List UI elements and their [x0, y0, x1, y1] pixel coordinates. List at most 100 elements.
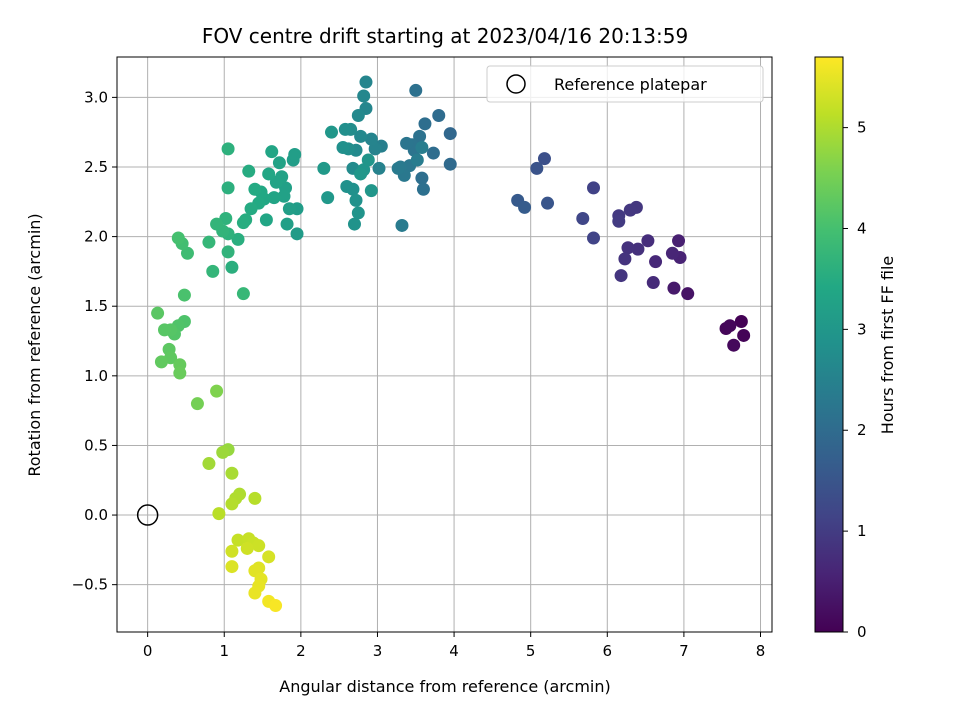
data-point [359, 75, 373, 89]
data-point [325, 125, 339, 139]
data-point [410, 153, 424, 167]
data-point [413, 129, 427, 143]
data-point [665, 246, 679, 260]
data-point [537, 152, 551, 166]
data-point [173, 366, 187, 380]
data-point [151, 306, 165, 320]
data-point [225, 560, 239, 574]
data-point [530, 161, 544, 175]
x-axis-label: Angular distance from reference (arcmin) [279, 677, 610, 696]
data-point [346, 182, 360, 196]
data-point [240, 541, 254, 555]
data-point [180, 246, 194, 260]
data-point [623, 203, 637, 217]
data-point [231, 232, 245, 246]
data-point [248, 586, 262, 600]
data-point [265, 145, 279, 159]
data-point [338, 122, 352, 136]
reference-platepar-marker [136, 504, 159, 526]
data-point [667, 281, 681, 295]
data-point [272, 156, 286, 170]
data-point [231, 533, 245, 547]
data-point [248, 491, 262, 505]
data-point [723, 319, 737, 333]
data-point [221, 181, 235, 195]
data-point [202, 235, 216, 249]
data-point [518, 200, 532, 214]
data-point [391, 161, 405, 175]
x-tick-label: 7 [679, 642, 689, 660]
y-tick-label: 2.5 [84, 158, 108, 176]
y-tick-label: 1.0 [84, 367, 108, 385]
data-point [157, 323, 171, 337]
data-point [210, 384, 224, 398]
legend-marker-icon [506, 74, 526, 94]
data-point [221, 245, 235, 259]
data-point [368, 142, 382, 156]
data-point [443, 157, 457, 171]
data-point [336, 140, 350, 154]
data-point [288, 147, 302, 161]
data-point [317, 161, 331, 175]
data-point [351, 108, 365, 122]
data-point [395, 218, 409, 232]
plot-frame [116, 56, 773, 633]
data-point [269, 175, 283, 189]
data-point [354, 129, 368, 143]
data-point [409, 83, 423, 97]
data-point [277, 189, 291, 203]
data-point [221, 142, 235, 156]
data-point [361, 153, 375, 167]
colorbar-ticks: 0 1 2 3 4 5 [843, 119, 867, 641]
data-point [541, 196, 555, 210]
y-axis-label: Rotation from reference (arcmin) [25, 213, 44, 476]
data-point [372, 161, 386, 175]
y-axis-ticks: −0.5 0.0 0.5 1.0 1.5 2.0 2.5 3.0 [72, 88, 117, 594]
data-point [212, 507, 226, 521]
data-point [618, 252, 632, 266]
x-tick-label: 0 [143, 642, 153, 660]
reference-point [136, 504, 159, 526]
data-points [151, 75, 751, 613]
data-point [672, 234, 686, 248]
data-point [426, 146, 440, 160]
data-point [216, 445, 230, 459]
data-point [364, 132, 378, 146]
data-point [649, 255, 663, 269]
data-point [737, 328, 751, 342]
data-point [612, 214, 626, 228]
chart-title: FOV centre drift starting at 2023/04/16 … [202, 24, 688, 48]
data-point [225, 544, 239, 558]
x-tick-label: 3 [373, 642, 383, 660]
data-point [236, 287, 250, 301]
legend-box [486, 65, 764, 103]
data-point [210, 217, 224, 231]
data-point [576, 212, 590, 226]
x-tick-label: 2 [296, 642, 306, 660]
legend: Reference platepar [486, 65, 764, 103]
x-tick-label: 1 [219, 642, 229, 660]
data-point [418, 117, 432, 131]
colorbar-tick-label: 2 [857, 421, 867, 439]
data-point [587, 231, 601, 245]
x-tick-label: 8 [756, 642, 766, 660]
grid-lines [117, 57, 772, 632]
data-point [357, 89, 371, 103]
data-point [242, 164, 256, 178]
x-tick-label: 5 [526, 642, 536, 660]
colorbar-tick-label: 1 [857, 522, 867, 540]
y-tick-label: 1.5 [84, 297, 108, 315]
data-point [190, 397, 204, 411]
data-point [206, 264, 220, 278]
data-point [259, 213, 273, 227]
data-point [280, 217, 294, 231]
colorbar-tick-label: 5 [857, 119, 867, 137]
colorbar-tick-label: 0 [857, 623, 867, 641]
data-point [236, 216, 250, 230]
data-point [267, 191, 281, 205]
data-point [646, 276, 660, 290]
data-point [443, 127, 457, 141]
data-point [727, 338, 741, 352]
colorbar-tick-label: 4 [857, 219, 867, 237]
